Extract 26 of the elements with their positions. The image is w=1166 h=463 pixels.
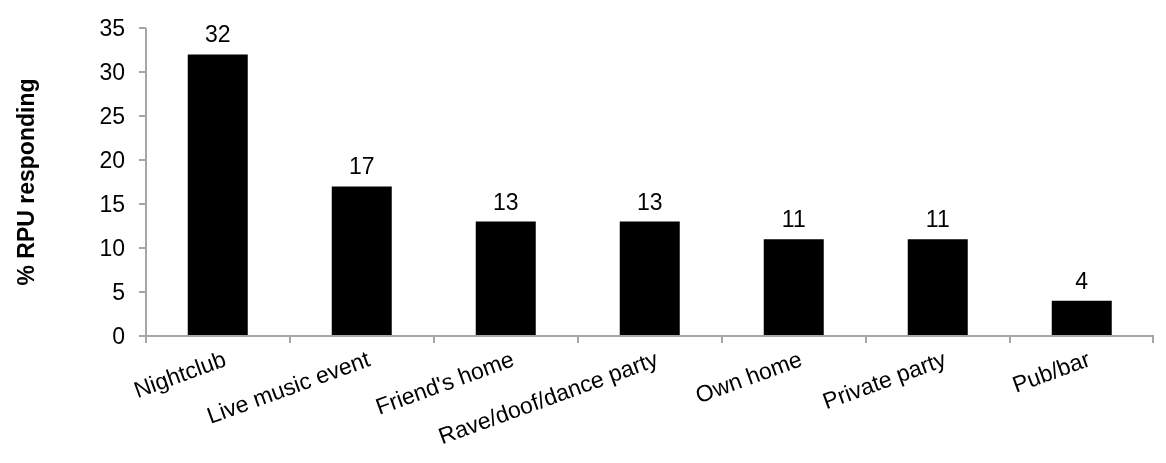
y-tick-label: 25 [99,103,125,130]
data-label: 11 [781,206,806,233]
data-label: 4 [1075,267,1089,294]
bar [763,239,824,336]
y-tick-label: 0 [112,323,125,350]
x-tick-label: Own home [691,345,806,409]
bar [187,54,248,336]
y-tick-label: 10 [99,235,125,262]
bar [1051,300,1112,336]
bar [475,221,536,336]
data-label: 32 [204,21,231,48]
x-tick-label: Private party [819,345,950,415]
bar [619,221,680,336]
y-tick-label: 20 [99,147,125,174]
y-tick-label: 30 [99,59,125,86]
data-label: 11 [925,206,950,233]
y-tick-label: 15 [99,191,125,218]
y-tick-label: 5 [112,279,125,306]
bar [907,239,968,336]
x-tick-label: Pub/bar [1008,345,1094,398]
data-label: 17 [348,153,375,180]
bar [331,186,392,336]
data-label: 13 [492,188,519,215]
y-tick-label: 35 [99,15,125,42]
data-label: 13 [636,188,663,215]
y-axis-title: % RPU responding [13,78,39,286]
